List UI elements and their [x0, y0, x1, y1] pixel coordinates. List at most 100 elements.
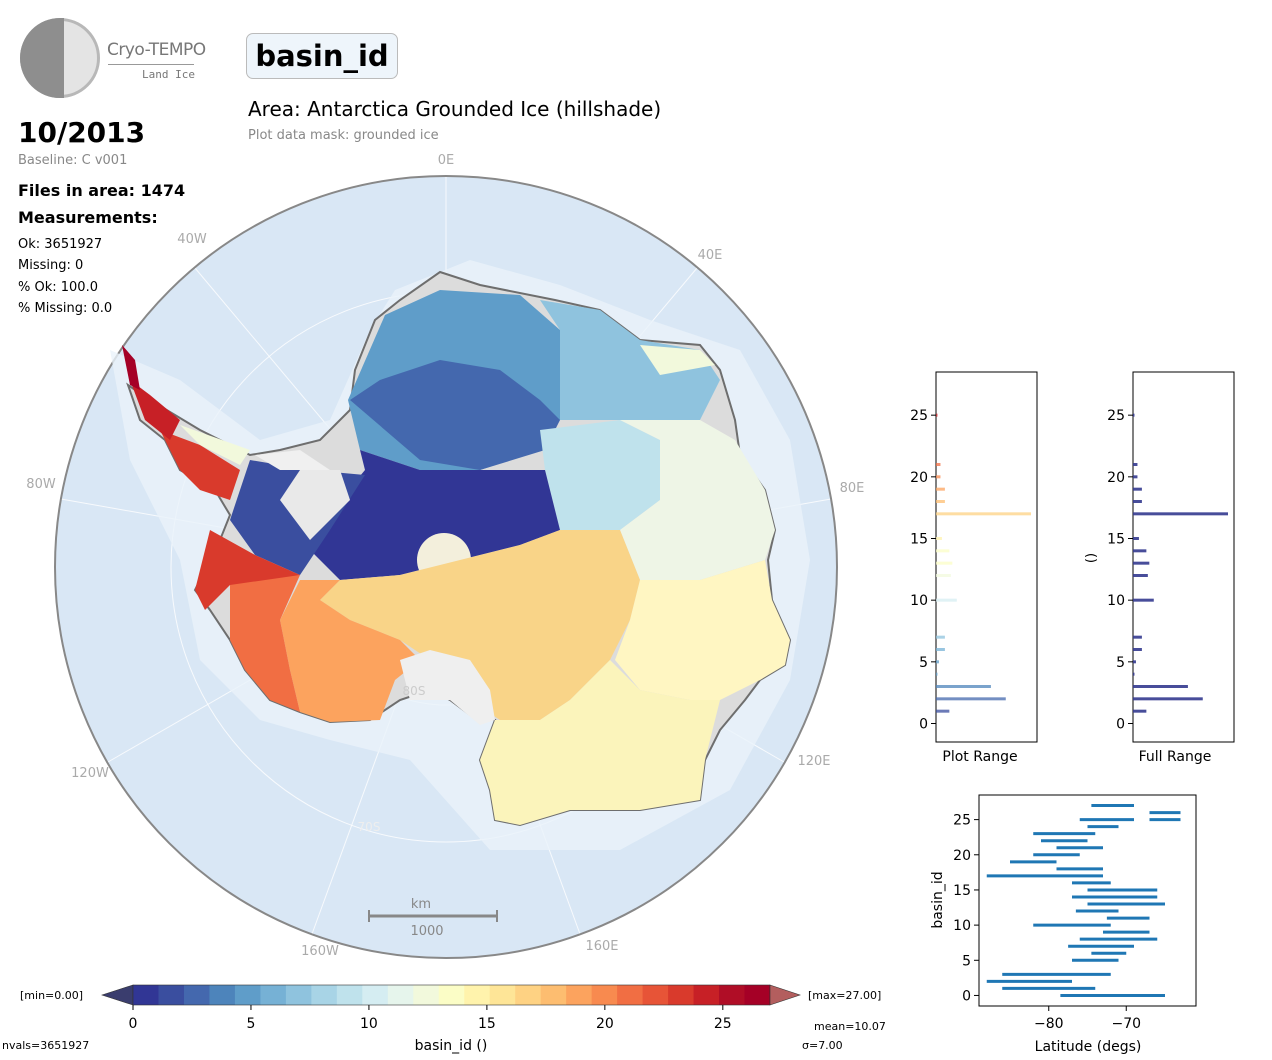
lon-label: 80W — [26, 477, 56, 492]
colorbar-tick-label: 25 — [714, 1016, 732, 1032]
colorbar-cell — [286, 985, 312, 1005]
lat-label: 80S — [403, 684, 426, 698]
colorbar-cell — [209, 985, 235, 1005]
lon-label: 80E — [840, 481, 865, 496]
colorbar-cell — [464, 985, 490, 1005]
lon-label: 120W — [71, 766, 109, 781]
lon-label: 40W — [177, 232, 207, 247]
plot-range-yticks: 0 5 10 15 20 25 — [910, 408, 936, 732]
colorbar-cells — [133, 985, 771, 1005]
full-range-yticks: 0510152025 — [1107, 408, 1133, 732]
colorbar-cell — [311, 985, 337, 1005]
hist-bar — [1133, 685, 1188, 688]
hist-bar — [1133, 648, 1142, 651]
lon-label: 40E — [698, 248, 723, 263]
colorbar-cell — [158, 985, 184, 1005]
lon-label: 160W — [301, 944, 339, 959]
hist-bar — [1133, 636, 1142, 639]
ytick-label: 25 — [1107, 408, 1125, 424]
hist-bar — [1133, 512, 1228, 515]
colorbar-tick-label: 20 — [596, 1016, 614, 1032]
polar-map: 0E 40E 80E 120E 160E 160W 120W 80W 40W 8… — [0, 0, 900, 980]
colorbar-cell — [490, 985, 516, 1005]
colorbar-cell — [260, 985, 286, 1005]
hist-bar — [936, 512, 1031, 515]
colorbar-cell — [643, 985, 669, 1005]
ytick-label: 0 — [919, 717, 928, 733]
lon-label: 0E — [438, 153, 455, 168]
lon-label: 120E — [797, 754, 830, 769]
colorbar-cell — [719, 985, 745, 1005]
xtick-label: −70 — [1111, 1016, 1141, 1032]
colorbar-cell — [566, 985, 592, 1005]
hist-bar — [936, 685, 991, 688]
colorbar-cell — [617, 985, 643, 1005]
ytick-label: 10 — [910, 593, 928, 609]
hist-bar — [936, 599, 957, 602]
colorbar: 0 5 10 15 20 25 [min=0.00] [max=27.00] basin_… — [0, 970, 900, 1060]
colorbar-cell — [184, 985, 210, 1005]
hist-bar — [1133, 574, 1148, 577]
colorbar-cell — [745, 985, 771, 1005]
hist-bar — [936, 710, 949, 713]
hist-bar — [1133, 710, 1146, 713]
scale-value: 1000 — [410, 924, 443, 939]
hist-bar — [1133, 463, 1137, 466]
hist-bar — [936, 636, 945, 639]
colorbar-cell — [337, 985, 363, 1005]
colorbar-tick-label: 5 — [247, 1016, 256, 1032]
hist-bar — [1133, 673, 1134, 676]
colorbar-ticks: 0 5 10 15 20 25 — [129, 1005, 732, 1032]
hist-bar — [936, 537, 942, 540]
ytick-label: 20 — [953, 848, 971, 864]
hist-bar — [936, 463, 940, 466]
colorbar-cell — [362, 985, 388, 1005]
hist-bar — [1133, 660, 1136, 663]
colorbar-cell — [515, 985, 541, 1005]
colorbar-cell — [388, 985, 414, 1005]
ytick-label: 5 — [919, 655, 928, 671]
plot-range-title: Plot Range — [942, 749, 1017, 765]
full-range-bars — [1133, 414, 1228, 713]
lat-ticks: 0510152025−80 −70 — [953, 813, 1141, 1032]
colorbar-cell — [413, 985, 439, 1005]
lat-segments — [987, 806, 1181, 996]
ytick-label: 5 — [962, 953, 971, 969]
colorbar-tick-label: 0 — [129, 1016, 138, 1032]
hist-bar — [1133, 697, 1203, 700]
plot-range-bars — [936, 414, 1031, 713]
ytick-label: 10 — [1107, 593, 1125, 609]
hist-bar — [936, 697, 1006, 700]
hist-bar — [1133, 537, 1139, 540]
ytick-label: 10 — [953, 918, 971, 934]
hist-bar — [936, 574, 951, 577]
ytick-label: 15 — [910, 532, 928, 548]
colorbar-max-arrow — [770, 985, 800, 1005]
hist-bar — [1133, 488, 1142, 491]
ytick-label: 25 — [910, 408, 928, 424]
ytick-label: 25 — [953, 813, 971, 829]
lon-label: 160E — [585, 939, 618, 954]
mean-label: mean=10.07 — [814, 1020, 886, 1033]
colorbar-max-label: [max=27.00] — [808, 989, 881, 1002]
hist-bar — [1133, 500, 1142, 503]
hist-bar — [936, 562, 952, 565]
full-range-title: Full Range — [1139, 749, 1212, 765]
nvals-label: nvals=3651927 — [2, 1039, 89, 1052]
ytick-label: 0 — [1116, 717, 1125, 733]
colorbar-tick-label: 15 — [478, 1016, 496, 1032]
hist-bar — [1133, 475, 1137, 478]
lat-label: 70S — [358, 820, 381, 834]
colorbar-label: basin_id () — [415, 1038, 488, 1054]
hist-bar — [936, 549, 949, 552]
hist-bar — [936, 660, 939, 663]
ytick-label: 20 — [910, 470, 928, 486]
colorbar-tick-label: 10 — [360, 1016, 378, 1032]
hist-bar — [1133, 562, 1149, 565]
hist-bar — [936, 500, 945, 503]
sigma-label: σ=7.00 — [802, 1039, 843, 1052]
full-range-ylabel: () — [1084, 553, 1099, 563]
colorbar-cell — [541, 985, 567, 1005]
ytick-label: 15 — [953, 883, 971, 899]
colorbar-min-label: [min=0.00] — [20, 989, 83, 1002]
